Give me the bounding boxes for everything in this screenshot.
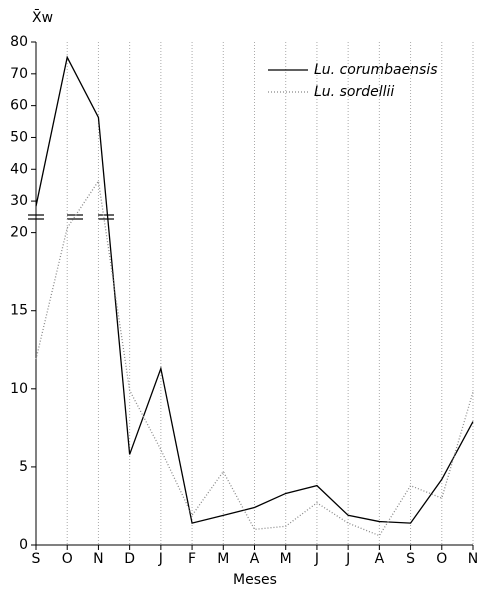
x-tick-label: N [468,551,478,567]
x-tick-label: N [93,551,103,567]
y-tick-label: 5 [19,459,28,475]
legend-label: Lu. corumbaensis [314,62,438,78]
x-tick-label: A [250,551,260,567]
y-tick-label: 15 [10,303,28,319]
y-tick-label: 30 [10,193,28,209]
x-tick-label: O [62,551,73,567]
legend-label: Lu. sordellii [314,84,394,100]
x-tick-label: S [32,551,41,567]
y-tick-label: 60 [10,98,28,114]
x-tick-label: A [375,551,385,567]
x-tick-label: J [314,551,319,567]
axis-break [28,214,114,220]
y-tick-label: 80 [10,34,28,50]
series-line [35,55,474,524]
y-tick-label: 0 [19,537,28,553]
y-tick-label: 50 [10,129,28,145]
y-tick-label: 70 [10,66,28,82]
x-tick-label: J [158,551,163,567]
x-tick-label: O [436,551,447,567]
series-line [35,179,474,537]
x-tick-label: M [280,551,292,567]
x-tick-label: J [345,551,350,567]
x-tick-label: S [406,551,415,567]
x-tick-label: D [124,551,135,567]
y-tick-label: 40 [10,161,28,177]
y-axis-label: X̄w [32,8,53,26]
x-tick-label: M [217,551,229,567]
y-tick-label: 10 [10,381,28,397]
x-axis-label: Meses [233,572,277,588]
y-tick-label: 20 [10,225,28,241]
x-tick-label: F [188,551,196,567]
